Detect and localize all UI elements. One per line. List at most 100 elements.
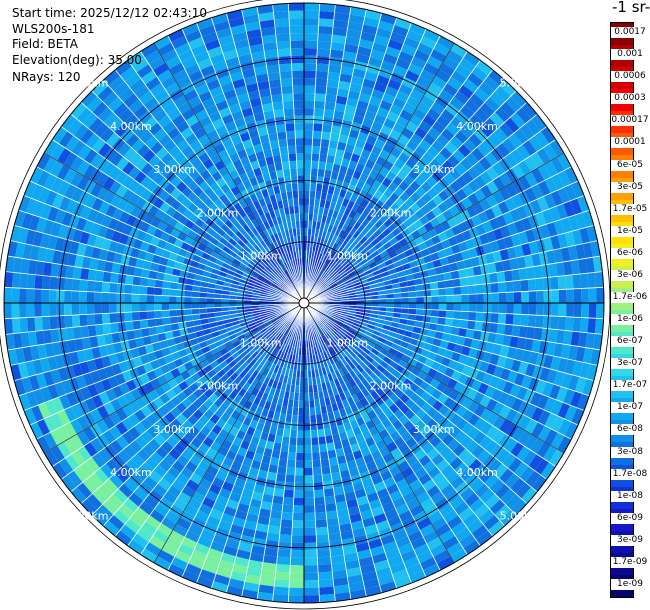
range-bin — [304, 490, 315, 498]
range-bin — [304, 467, 314, 476]
range-bin — [365, 211, 375, 222]
range-bin — [430, 309, 439, 318]
range-bin — [304, 595, 320, 603]
range-bin — [400, 308, 409, 314]
range-bin — [537, 164, 552, 181]
range-bin — [573, 303, 582, 318]
range-bin — [324, 256, 331, 265]
range-bin — [436, 273, 445, 282]
range-bin — [375, 155, 387, 167]
range-bin — [437, 249, 447, 259]
range-bin — [320, 458, 330, 468]
range-bin — [379, 249, 389, 258]
range-bin — [386, 153, 398, 165]
range-bin — [546, 341, 556, 357]
range-bin — [401, 368, 411, 378]
range-bin — [348, 227, 357, 237]
range-bin — [510, 148, 525, 165]
range-bin — [49, 289, 57, 303]
range-bin — [290, 40, 304, 49]
range-bin — [484, 385, 496, 399]
range-bin — [563, 330, 573, 346]
range-bin — [537, 180, 551, 197]
range-bin — [356, 100, 369, 111]
range-bin — [324, 231, 331, 240]
range-bin — [549, 139, 564, 157]
range-bin — [353, 319, 362, 325]
range-bin — [349, 247, 358, 256]
range-bin — [496, 271, 506, 283]
range-label: 5.00km — [67, 509, 109, 522]
range-bin — [439, 62, 456, 77]
range-bin — [500, 225, 511, 239]
range-bin — [298, 198, 304, 206]
colorbar-tick-label: 6e-05 — [611, 159, 649, 171]
range-bin — [385, 46, 401, 58]
range-bin — [304, 190, 310, 199]
range-bin — [277, 131, 287, 141]
range-bin — [316, 63, 330, 72]
colorbar-tick-label: 0.0017 — [611, 27, 649, 39]
range-bin — [478, 156, 493, 171]
range-bin — [304, 587, 320, 596]
range-bin — [388, 192, 400, 203]
range-bin — [409, 114, 423, 127]
range-bin — [439, 339, 449, 350]
colorbar-tick-label: 3e-05 — [611, 181, 649, 193]
range-bin — [482, 137, 497, 152]
range-bin — [402, 102, 417, 115]
range-bin — [504, 117, 520, 134]
range-bin — [441, 332, 451, 342]
range-bin — [311, 145, 321, 154]
range-bin — [553, 342, 564, 358]
range-bin — [278, 55, 292, 65]
range-bin — [367, 234, 377, 243]
range-bin — [541, 328, 551, 342]
range-bin — [286, 138, 296, 147]
range-bin — [434, 266, 444, 275]
range-bin — [416, 75, 432, 89]
range-bin — [465, 356, 476, 368]
range-bin — [410, 56, 427, 70]
range-bin — [436, 324, 445, 333]
range-bin — [318, 10, 335, 20]
range-bin — [304, 93, 315, 101]
range-bin — [467, 413, 481, 427]
range-bin — [418, 139, 432, 152]
range-bin — [368, 56, 383, 68]
range-bin — [345, 36, 361, 47]
range-bin — [4, 287, 12, 303]
range-bin — [544, 177, 558, 194]
range-bin — [494, 260, 505, 273]
range-bin — [398, 237, 408, 247]
range-bin — [479, 360, 490, 373]
range-bin — [466, 388, 478, 401]
range-bin — [86, 313, 96, 326]
range-bin — [497, 281, 507, 293]
range-bin — [331, 234, 339, 243]
range-bin — [444, 228, 455, 239]
range-bin — [437, 347, 447, 357]
range-bin — [392, 97, 407, 110]
range-bin — [154, 287, 163, 296]
range-bin — [281, 85, 294, 95]
range-bin — [343, 242, 352, 251]
range-bin — [522, 450, 537, 467]
range-bin — [109, 282, 118, 294]
range-bin — [322, 273, 330, 281]
range-bin — [549, 449, 564, 467]
range-bin — [320, 245, 326, 254]
range-bin — [428, 274, 438, 284]
range-bin — [304, 100, 315, 109]
range-bin — [319, 199, 326, 208]
range-bin — [356, 303, 364, 307]
range-bin — [525, 118, 541, 136]
range-bin — [315, 78, 328, 87]
range-bin — [438, 295, 447, 303]
range-bin — [370, 265, 380, 273]
range-bin — [154, 295, 162, 303]
range-bin — [397, 152, 410, 164]
range-bin — [289, 33, 304, 41]
range-bin — [146, 286, 155, 296]
range-bin — [438, 310, 447, 318]
